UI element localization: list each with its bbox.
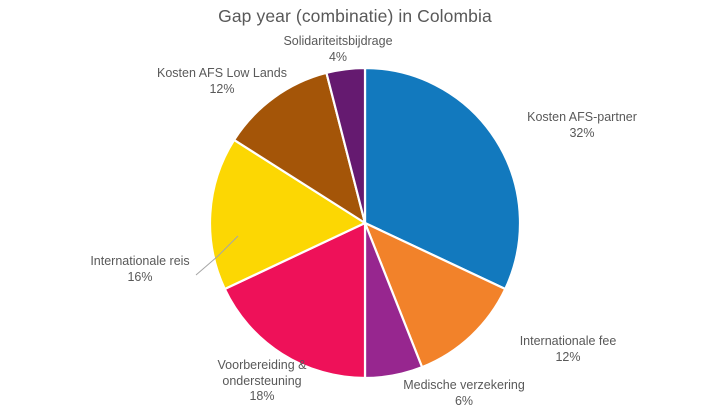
slice-label-kosten-afs-partner: Kosten AFS-partner 32% xyxy=(492,110,672,141)
slice-label-solidariteitsbijdrage: Solidariteitsbijdrage 4% xyxy=(248,34,428,65)
slice-label-percent: 6% xyxy=(454,393,474,408)
slice-label-name: Solidariteitsbijdrage xyxy=(283,34,393,48)
slice-label-name-line1: Voorbereiding & xyxy=(217,358,307,372)
slice-label-percent: 12% xyxy=(555,349,581,364)
pie-slice-group: Kosten AFS-partner 32%Internationale fee… xyxy=(208,66,522,380)
slice-label-internationale-reis: Internationale reis 16% xyxy=(50,254,230,285)
pie-slice[interactable]: Voorbereiding & ondersteuning 18% xyxy=(223,221,367,380)
pie-slice[interactable]: Internationale fee 12% xyxy=(363,221,507,369)
slice-label-name: Kosten AFS Low Lands xyxy=(157,66,287,80)
chart-title: Gap year (combinatie) in Colombia xyxy=(218,6,492,26)
slice-label-percent: 18% xyxy=(249,389,275,403)
slice-label-internationale-fee: Internationale fee 12% xyxy=(478,334,658,365)
pie-slice[interactable]: Kosten AFS-partner 32% xyxy=(363,66,522,291)
pie-slice[interactable]: Solidariteitsbijdrage 4% xyxy=(325,66,367,225)
slice-label-percent: 12% xyxy=(209,81,235,96)
pie-slice[interactable]: Kosten AFS Low Lands 12% xyxy=(233,71,367,225)
slice-label-name: Medische verzekering xyxy=(403,378,525,392)
leader-line-internationale-reis xyxy=(195,235,239,276)
slice-label-name: Kosten AFS-partner xyxy=(527,110,637,124)
slice-label-name: Internationale reis xyxy=(90,254,190,268)
slice-label-voorbereiding-ondersteuning: Voorbereiding & ondersteuning 18% xyxy=(172,358,352,405)
slice-label-percent: 16% xyxy=(127,269,153,284)
slice-label-name-line2: ondersteuning xyxy=(222,373,302,388)
slice-label-kosten-afs-low-lands: Kosten AFS Low Lands 12% xyxy=(132,66,312,97)
slice-label-medische-verzekering: Medische verzekering 6% xyxy=(374,378,554,409)
pie-slice[interactable]: Internationale reis 16% xyxy=(208,138,367,291)
slice-label-percent: 4% xyxy=(328,49,348,64)
slice-label-percent: 32% xyxy=(569,125,595,140)
slice-label-name: Internationale fee xyxy=(519,334,617,348)
